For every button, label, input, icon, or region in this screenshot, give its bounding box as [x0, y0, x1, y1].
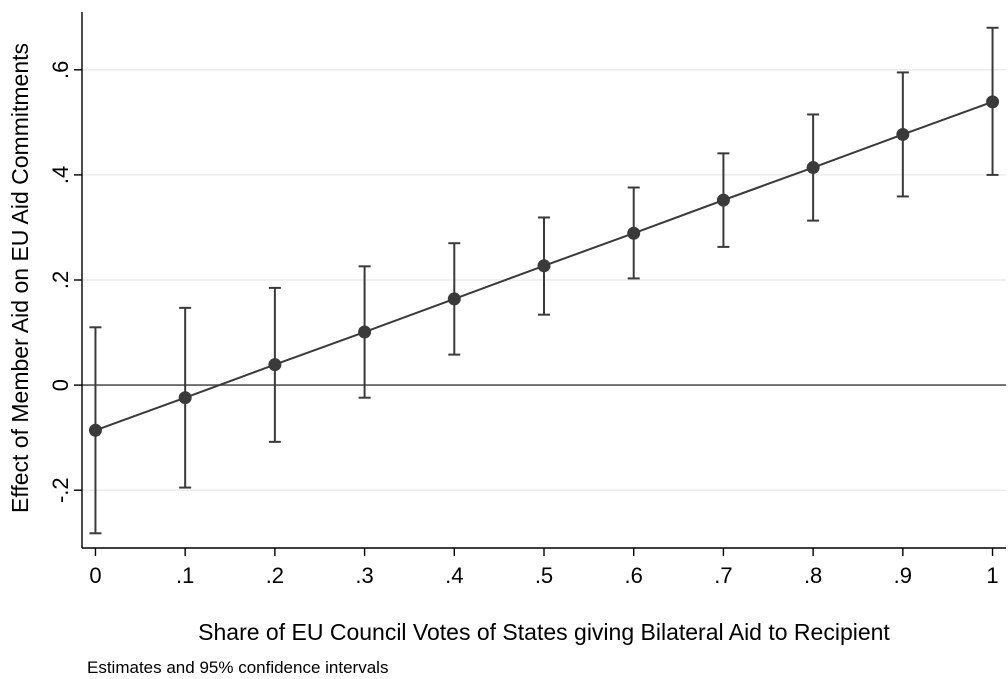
estimate-point-1: [178, 391, 192, 405]
chart-note: Estimates and 95% confidence intervals: [87, 658, 388, 677]
y-tick-label-1: 0: [48, 379, 73, 391]
estimate-point-7: [716, 193, 730, 207]
estimate-point-8: [806, 161, 820, 175]
y-tick-label-2: .2: [48, 271, 73, 289]
estimate-point-5: [537, 259, 551, 273]
y-axis-title: Effect of Member Aid on EU Aid Commitmen…: [7, 43, 33, 513]
estimate-point-9: [896, 127, 910, 141]
y-axis-ticks: -.2 0 .2 .4 .6: [48, 61, 82, 503]
x-tick-label-5: .5: [535, 563, 553, 588]
estimate-points: [88, 95, 1000, 437]
estimate-point-10: [986, 95, 1000, 109]
estimate-point-3: [358, 325, 372, 339]
x-tick-label-2: .2: [266, 563, 284, 588]
x-tick-label-4: .4: [445, 563, 463, 588]
y-tick-label-4: .6: [48, 61, 73, 79]
estimate-point-6: [627, 226, 641, 240]
estimate-point-0: [88, 423, 102, 437]
x-tick-label-10: 1: [986, 563, 998, 588]
x-tick-label-1: .1: [176, 563, 194, 588]
estimate-point-4: [447, 292, 461, 306]
y-tick-label-3: .4: [48, 166, 73, 184]
x-axis-title: Share of EU Council Votes of States givi…: [198, 619, 890, 645]
x-tick-label-9: .9: [894, 563, 912, 588]
x-tick-label-6: .6: [625, 563, 643, 588]
x-tick-label-7: .7: [714, 563, 732, 588]
y-tick-label-0: -.2: [48, 477, 73, 503]
gridlines: [82, 69, 1006, 491]
x-tick-label-0: 0: [89, 563, 101, 588]
x-tick-label-3: .3: [355, 563, 373, 588]
x-tick-label-8: .8: [804, 563, 822, 588]
estimate-point-2: [268, 358, 282, 372]
x-axis-ticks: 0 .1 .2 .3 .4 .5 .6 .7 .8 .9 1: [89, 548, 999, 588]
